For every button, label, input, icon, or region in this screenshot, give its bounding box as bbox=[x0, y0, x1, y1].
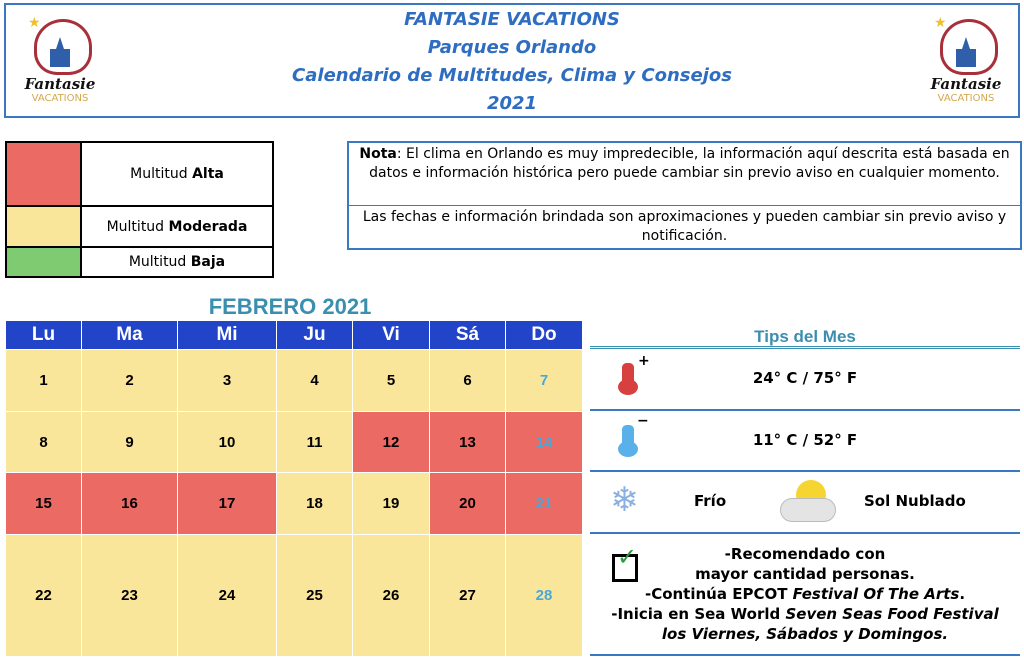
calendar-day: 1 bbox=[5, 349, 82, 412]
weather-row: ❄ Frío Sol Nublado bbox=[590, 472, 1020, 534]
calendar-day: 2 bbox=[81, 349, 178, 412]
legend-label-alta: Multitud Alta bbox=[80, 141, 274, 207]
fantasie-logo-right: ★ Fantasie VACATIONS bbox=[930, 15, 1002, 104]
calendar-day: 20 bbox=[429, 472, 506, 535]
cold-label: Frío bbox=[694, 492, 727, 510]
legend-swatch-baja bbox=[5, 246, 82, 278]
calendar-day: 22 bbox=[5, 534, 82, 657]
day-header: Ma bbox=[81, 320, 178, 350]
calendar-day: 21 bbox=[505, 472, 583, 535]
low-temp: 11° C / 52° F bbox=[752, 431, 858, 449]
crowd-calendar: Lu Ma Mi Ju Vi Sá Do 1 2 3 4 5 6 7 8 9 10 11 12 13 14 15 16 17… bbox=[5, 320, 583, 657]
calendar-day: 26 bbox=[352, 534, 430, 657]
calendar-day: 16 bbox=[81, 472, 178, 535]
calendar-week: 22 23 24 25 26 27 28 bbox=[5, 534, 583, 657]
calendar-day: 13 bbox=[429, 411, 506, 473]
sun-cloud-icon bbox=[780, 478, 836, 522]
day-header: Vi bbox=[352, 320, 430, 350]
checkbox-check-icon: ✓ bbox=[612, 545, 638, 582]
calendar-title: FEBRERO 2021 bbox=[208, 294, 372, 319]
calendar-day: 23 bbox=[81, 534, 178, 657]
calendar-day: 12 bbox=[352, 411, 430, 473]
high-temp: 24° C / 75° F bbox=[752, 369, 858, 387]
calendar-day: 27 bbox=[429, 534, 506, 657]
day-header: Sá bbox=[429, 320, 506, 350]
calendar-day: 3 bbox=[177, 349, 277, 412]
thermometer-cold-icon bbox=[618, 425, 638, 457]
header-banner: ★ Fantasie VACATIONS FANTASIE VACATIONS P… bbox=[4, 3, 1020, 118]
legend-swatch-moderada bbox=[5, 205, 82, 248]
day-header: Mi bbox=[177, 320, 277, 350]
tips-panel: Tips del Mes + 24° C / 75° F − 11° C / 5… bbox=[590, 320, 1020, 656]
day-header: Lu bbox=[5, 320, 82, 350]
low-temp-row: − 11° C / 52° F bbox=[590, 411, 1020, 472]
crowd-legend: Multitud Alta Multitud Moderada Multitud… bbox=[5, 141, 274, 278]
day-header: Ju bbox=[276, 320, 353, 350]
day-header: Do bbox=[505, 320, 583, 350]
calendar-day: 24 bbox=[177, 534, 277, 657]
calendar-day: 14 bbox=[505, 411, 583, 473]
calendar-day: 18 bbox=[276, 472, 353, 535]
calendar-day: 11 bbox=[276, 411, 353, 473]
calendar-day: 4 bbox=[276, 349, 353, 412]
weather-label: Sol Nublado bbox=[864, 492, 966, 510]
high-temp-row: + 24° C / 75° F bbox=[590, 349, 1020, 411]
calendar-day: 17 bbox=[177, 472, 277, 535]
note-box: Nota: El clima en Orlando es muy imprede… bbox=[347, 141, 1022, 250]
calendar-week: 8 9 10 11 12 13 14 bbox=[5, 411, 583, 473]
recommendations-row: ✓ -Recomendado con mayor cantidad person… bbox=[590, 534, 1020, 656]
calendar-day: 8 bbox=[5, 411, 82, 473]
calendar-day: 28 bbox=[505, 534, 583, 657]
calendar-day: 9 bbox=[81, 411, 178, 473]
tips-title: Tips del Mes bbox=[590, 320, 1020, 349]
company-title: FANTASIE VACATIONS bbox=[404, 9, 620, 30]
calendar-day: 6 bbox=[429, 349, 506, 412]
calendar-day: 10 bbox=[177, 411, 277, 473]
subtitle: Parques Orlando bbox=[427, 37, 597, 58]
calendar-day: 5 bbox=[352, 349, 430, 412]
page-heading: Calendario de Multitudes, Clima y Consej… bbox=[292, 65, 732, 86]
legend-label-baja: Multitud Baja bbox=[80, 246, 274, 278]
snowflake-icon: ❄ bbox=[610, 480, 639, 520]
calendar-day: 7 bbox=[505, 349, 583, 412]
note-dates: Las fechas e información brindada son ap… bbox=[362, 209, 1007, 244]
calendar-day: 15 bbox=[5, 472, 82, 535]
fantasie-logo-left: ★ Fantasie VACATIONS bbox=[24, 15, 96, 104]
calendar-day: 25 bbox=[276, 534, 353, 657]
calendar-week: 15 16 17 18 19 20 21 bbox=[5, 472, 583, 535]
year: 2021 bbox=[486, 93, 538, 114]
note-weather: Nota: El clima en Orlando es muy imprede… bbox=[349, 143, 1020, 206]
legend-label-moderada: Multitud Moderada bbox=[80, 205, 274, 248]
legend-swatch-alta bbox=[5, 141, 82, 207]
calendar-day: 19 bbox=[352, 472, 430, 535]
thermometer-hot-icon bbox=[618, 363, 638, 395]
